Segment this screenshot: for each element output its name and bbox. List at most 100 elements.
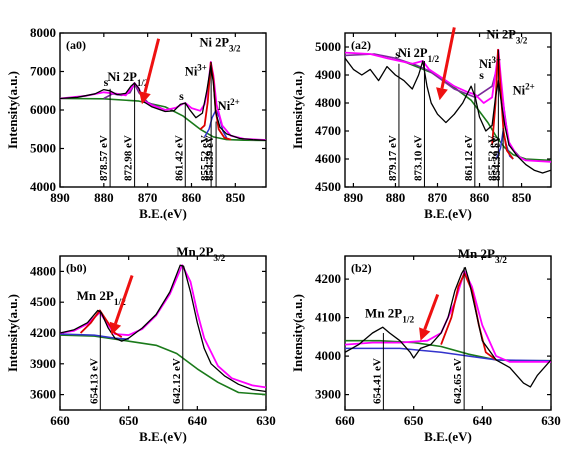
peak-position-label: 654.13 eV [88, 358, 100, 404]
peak-annotation: Ni3+ [479, 55, 501, 71]
x-tick-label: 860 [182, 190, 202, 205]
x-tick-label: 870 [428, 190, 448, 205]
y-tick-label: 3600 [30, 387, 56, 402]
arrow-shaft [423, 293, 440, 330]
x-tick-label: 880 [386, 190, 406, 205]
y-tick-label: 4200 [30, 325, 56, 340]
y-tick-label: 4000 [30, 179, 56, 194]
peak-annotation: Mn 2P3/2 [458, 246, 507, 266]
y-tick-label: 6000 [30, 102, 56, 117]
x-tick-label: 640 [188, 413, 208, 428]
x-axis-label: B.E.(eV) [139, 206, 187, 221]
arrow-head [419, 327, 431, 341]
peak-annotation: Ni 2P1/2 [398, 46, 440, 64]
series-sub-peak [60, 333, 129, 340]
peak-position-label: 861.12 eV [463, 135, 475, 181]
peak-annotation: s [179, 89, 184, 103]
series-main-peak [491, 48, 514, 160]
x-tick-label: 650 [404, 413, 424, 428]
peak-annotation: Ni 2P3/2 [199, 35, 241, 53]
x-axis-label: B.E.(eV) [424, 429, 472, 444]
peak-position-label: 873.10 eV [412, 135, 424, 181]
y-tick-label: 5000 [30, 141, 56, 156]
series-background [60, 97, 266, 142]
peak-position-label: 872.98 eV [123, 135, 135, 181]
panel-label: (b2) [351, 261, 372, 275]
x-tick-label: 630 [256, 413, 276, 428]
y-tick-label: 4700 [315, 123, 341, 138]
series-background [345, 339, 551, 362]
arrow-head [109, 321, 122, 336]
panel-label: (a2) [351, 38, 371, 52]
x-tick-label: 850 [226, 190, 246, 205]
x-tick-label: 630 [541, 413, 561, 428]
arrow-shaft [143, 38, 161, 93]
peak-annotation: s [104, 75, 109, 89]
y-tick-label: 4200 [315, 271, 341, 286]
x-tick-label: 660 [50, 413, 70, 428]
panel-a0: 890 880 870 860 850 4000 5000 6000 7000 8000 B.E.(… [5, 25, 267, 221]
y-tick-label: 4800 [315, 95, 341, 110]
peak-annotation: Ni2+ [513, 82, 535, 98]
x-axis-label: B.E.(eV) [424, 206, 472, 221]
series-background [60, 334, 266, 396]
y-tick-label: 4900 [315, 67, 341, 82]
series-fit-envelope [345, 48, 551, 163]
peak-annotation: Mn 2P1/2 [77, 288, 126, 308]
peak-position-label: 654.41 eV [371, 358, 383, 404]
series-raw [345, 57, 551, 174]
series-main-peak [440, 272, 497, 361]
panel-label: (b0) [66, 261, 87, 275]
series-fit-envelope [345, 270, 551, 363]
arrow-head [139, 91, 151, 105]
plot-frame [344, 255, 552, 411]
plot-frame [344, 32, 552, 188]
y-tick-label: 4100 [315, 310, 341, 325]
peak-annotation: Ni 2P1/2 [107, 70, 149, 88]
peak-annotation: s [479, 68, 484, 82]
peak-annotation: Ni2+ [218, 97, 240, 113]
y-tick-label: 5000 [315, 39, 341, 54]
peak-annotation: Mn 2P1/2 [365, 306, 414, 326]
peak-annotation: s [395, 47, 400, 61]
series-main-peak [79, 309, 123, 338]
y-tick-label: 4500 [315, 179, 341, 194]
peak-position-label: 878.57 eV [98, 135, 110, 181]
x-tick-label: 870 [138, 190, 158, 205]
y-axis-label: Intensity(a.u.) [5, 71, 20, 149]
y-axis-label: Intensity(a.u.) [290, 71, 305, 149]
panel-label: (a0) [66, 38, 86, 52]
x-tick-label: 880 [94, 190, 114, 205]
y-tick-label: 4000 [315, 348, 341, 363]
x-tick-label: 890 [344, 190, 364, 205]
peak-position-label: 861.42 eV [173, 135, 185, 181]
arrow-head [436, 87, 448, 101]
series-raw [345, 266, 551, 388]
series-raw [60, 65, 266, 142]
y-tick-label: 3900 [30, 356, 56, 371]
panel-b2: 660 650 640 630 3900 4000 4100 4200 B.E.(eV) Inte… [290, 246, 561, 444]
series-raw [60, 264, 266, 393]
peak-position-label: 855.52 eV [486, 135, 498, 181]
arrow-shaft [114, 275, 134, 325]
peak-annotation: Ni3+ [185, 62, 207, 78]
y-axis-label: Intensity(a.u.) [290, 294, 305, 372]
x-tick-label: 850 [512, 190, 532, 205]
y-tick-label: 4800 [30, 263, 56, 278]
peak-annotation: Ni 2P3/2 [486, 28, 528, 46]
y-tick-label: 3900 [315, 387, 341, 402]
peak-position-label: 854.39 eV [491, 135, 503, 181]
x-tick-label: 660 [335, 413, 355, 428]
arrow-shaft [440, 27, 456, 89]
panel-a2: 890 880 870 860 850 4500 4600 4700 4800 4900 5000 B… [290, 27, 552, 221]
peak-position-label: 855.52 eV [199, 135, 211, 181]
peak-annotation: Mn 2P3/2 [176, 244, 225, 264]
x-tick-label: 650 [119, 413, 139, 428]
panel-b0: 660 650 640 630 3600 3900 4200 4500 4800 B.E.(eV)… [5, 244, 276, 444]
y-tick-label: 7000 [30, 64, 56, 79]
peak-position-label: 879.17 eV [387, 135, 399, 181]
y-tick-label: 4500 [30, 294, 56, 309]
peak-position-label: 854.39 eV [204, 135, 216, 181]
y-axis-label: Intensity(a.u.) [5, 294, 20, 372]
